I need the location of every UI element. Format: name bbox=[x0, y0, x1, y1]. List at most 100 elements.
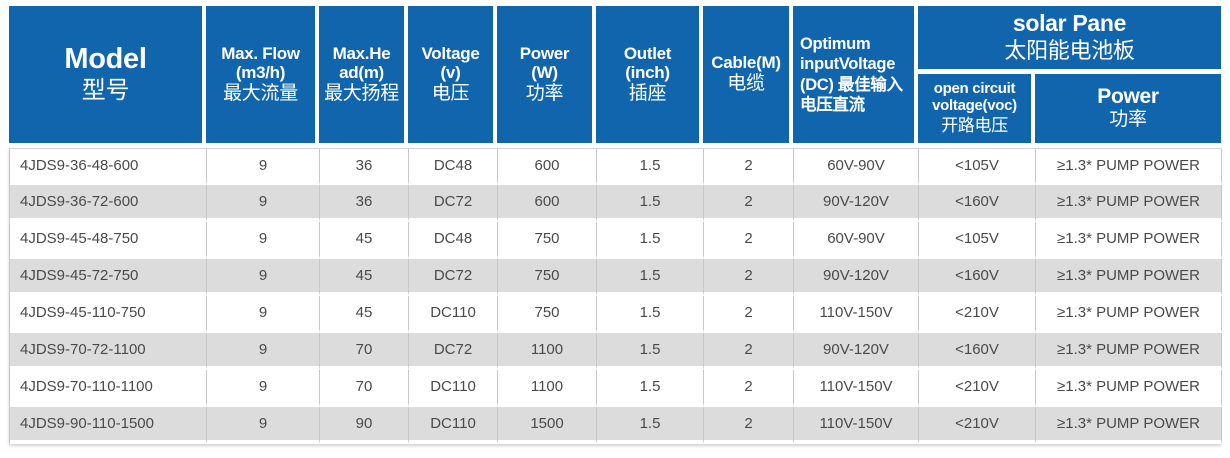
col-header-model-zh: 型号 bbox=[81, 76, 130, 104]
table-cell: 36 bbox=[320, 148, 409, 185]
table-row: 4JDS9-70-110-1100 9 70 DC110 1100 1.5 2 110V-15… bbox=[9, 370, 1222, 407]
table-cell: DC72 bbox=[409, 333, 498, 370]
table-cell: <160V bbox=[919, 185, 1036, 222]
table-cell: 1.5 bbox=[597, 370, 704, 407]
col-header-max-flow: Max. Flow (m3/h) 最大流量 bbox=[206, 6, 319, 143]
table-cell: <210V bbox=[919, 296, 1036, 333]
table-cell: 4JDS9-45-48-750 bbox=[10, 222, 207, 259]
table-cell: 1100 bbox=[498, 333, 597, 370]
table-cell: ≥1.3* PUMP POWER bbox=[1036, 333, 1222, 370]
col-header-solar-power-en: Power bbox=[1097, 84, 1159, 108]
table-cell: <105V bbox=[919, 222, 1036, 259]
table-cell: 1100 bbox=[498, 370, 597, 407]
table-row: 4JDS9-36-72-600 9 36 DC72 600 1.5 2 90V-120V <16… bbox=[9, 185, 1222, 222]
table-cell: 750 bbox=[498, 222, 597, 259]
table-cell: ≥1.3* PUMP POWER bbox=[1036, 296, 1222, 333]
table-row: 4JDS9-45-110-750 9 45 DC110 750 1.5 2 110V-150V… bbox=[9, 296, 1222, 333]
col-header-optimum-text: Optimum inputVoltage (DC) 最佳输入电压直流 bbox=[800, 35, 903, 114]
col-group-solar-zh: 太阳能电池板 bbox=[1004, 37, 1135, 63]
table-cell: 1.5 bbox=[597, 296, 704, 333]
table-header: Model 型号 Max. Flow (m3/h) 最大流量 Max.He ad… bbox=[9, 6, 1221, 143]
table-cell: 4JDS9-45-110-750 bbox=[10, 296, 207, 333]
col-header-voltage-zh: 电压 bbox=[431, 82, 470, 104]
table-cell: 45 bbox=[320, 296, 409, 333]
col-header-cable-zh: 电缆 bbox=[727, 73, 765, 95]
col-header-model-en: Model bbox=[64, 43, 147, 76]
table-row: 4JDS9-70-72-1100 9 70 DC72 1100 1.5 2 90V-120V <… bbox=[9, 333, 1222, 370]
col-header-max-head-zh: 最大扬程 bbox=[324, 82, 399, 104]
table-cell: 1.5 bbox=[597, 148, 704, 185]
table-cell: 110V-150V bbox=[794, 407, 919, 444]
table-cell: 90V-120V bbox=[794, 259, 919, 296]
table-body: 4JDS9-36-48-600 9 36 DC48 600 1.5 2 60V-90V <105… bbox=[9, 148, 1222, 444]
table-cell: 9 bbox=[207, 296, 320, 333]
table-cell: 1.5 bbox=[597, 185, 704, 222]
col-header-power: Power (W) 功率 bbox=[497, 6, 596, 143]
col-header-max-flow-zh: 最大流量 bbox=[223, 82, 298, 104]
col-group-header-solar-panel: solar Pane 太阳能电池板 bbox=[918, 6, 1221, 74]
table-cell: 9 bbox=[207, 370, 320, 407]
table-row: 4JDS9-90-110-1500 9 90 DC110 1500 1.5 2 110V-15… bbox=[9, 407, 1222, 444]
table-cell: <210V bbox=[919, 370, 1036, 407]
table-cell: 600 bbox=[498, 148, 597, 185]
table-cell: ≥1.3* PUMP POWER bbox=[1036, 259, 1222, 296]
table-cell: <160V bbox=[919, 333, 1036, 370]
col-header-max-flow-en: Max. Flow (m3/h) bbox=[221, 43, 300, 82]
spec-table: Model 型号 Max. Flow (m3/h) 最大流量 Max.He ad… bbox=[9, 6, 1222, 444]
table-cell: 90V-120V bbox=[794, 333, 919, 370]
table-cell: <210V bbox=[919, 407, 1036, 444]
table-cell: 2 bbox=[704, 148, 794, 185]
table-cell: 9 bbox=[207, 407, 320, 444]
table-cell: 60V-90V bbox=[794, 148, 919, 185]
table-cell: 1.5 bbox=[597, 259, 704, 296]
col-header-max-head: Max.He ad(m) 最大扬程 bbox=[319, 6, 408, 143]
table-cell: 4JDS9-70-110-1100 bbox=[10, 370, 207, 407]
table-cell: <105V bbox=[919, 148, 1036, 185]
col-header-cable: Cable(M) 电缆 bbox=[703, 6, 793, 143]
table-cell: DC72 bbox=[409, 259, 498, 296]
table-cell: 4JDS9-70-72-1100 bbox=[10, 333, 207, 370]
table-cell: 1.5 bbox=[597, 222, 704, 259]
table-cell: ≥1.3* PUMP POWER bbox=[1036, 222, 1222, 259]
table-cell: 750 bbox=[498, 296, 597, 333]
table-cell: 750 bbox=[498, 259, 597, 296]
col-header-voltage: Voltage (v) 电压 bbox=[408, 6, 497, 143]
table-cell: 1.5 bbox=[597, 407, 704, 444]
table-row: 4JDS9-45-48-750 9 45 DC48 750 1.5 2 60V-90V <105… bbox=[9, 222, 1222, 259]
table-cell: 2 bbox=[704, 370, 794, 407]
col-header-outlet-en: Outlet (inch) bbox=[623, 43, 672, 82]
table-cell: 9 bbox=[207, 185, 320, 222]
col-header-max-head-en: Max.He ad(m) bbox=[332, 43, 391, 82]
table-cell: 9 bbox=[207, 259, 320, 296]
col-header-model: Model 型号 bbox=[9, 6, 206, 143]
col-header-outlet: Outlet (inch) 插座 bbox=[596, 6, 703, 143]
table-cell: 70 bbox=[320, 370, 409, 407]
table-cell: 45 bbox=[320, 259, 409, 296]
table-cell: ≥1.3* PUMP POWER bbox=[1036, 370, 1222, 407]
table-cell: 45 bbox=[320, 222, 409, 259]
table-row: 4JDS9-36-48-600 9 36 DC48 600 1.5 2 60V-90V <105… bbox=[9, 148, 1222, 185]
table-cell: 110V-150V bbox=[794, 370, 919, 407]
table-cell: 2 bbox=[704, 407, 794, 444]
col-header-open-circuit-voltage: open circuit voltage(voc) 开路电压 bbox=[918, 74, 1035, 143]
col-header-cable-en: Cable(M) bbox=[711, 53, 781, 73]
col-header-solar-power-zh: 功率 bbox=[1109, 109, 1147, 131]
table-cell: DC110 bbox=[409, 370, 498, 407]
table-cell: 4JDS9-90-110-1500 bbox=[10, 407, 207, 444]
table-cell: 9 bbox=[207, 148, 320, 185]
table-cell: 90V-120V bbox=[794, 185, 919, 222]
table-cell: 70 bbox=[320, 333, 409, 370]
col-header-voc-zh: 开路电压 bbox=[941, 115, 1008, 135]
table-cell: 2 bbox=[704, 185, 794, 222]
table-cell: ≥1.3* PUMP POWER bbox=[1036, 148, 1222, 185]
table-cell: 2 bbox=[704, 259, 794, 296]
table-cell: 2 bbox=[704, 222, 794, 259]
table-cell: 1500 bbox=[498, 407, 597, 444]
table-cell: DC72 bbox=[409, 185, 498, 222]
table-cell: 600 bbox=[498, 185, 597, 222]
table-cell: <160V bbox=[919, 259, 1036, 296]
table-cell: 2 bbox=[704, 333, 794, 370]
col-header-voltage-en: Voltage (v) bbox=[421, 43, 480, 82]
col-group-solar-en: solar Pane bbox=[1012, 9, 1127, 36]
col-header-outlet-zh: 插座 bbox=[628, 82, 667, 104]
